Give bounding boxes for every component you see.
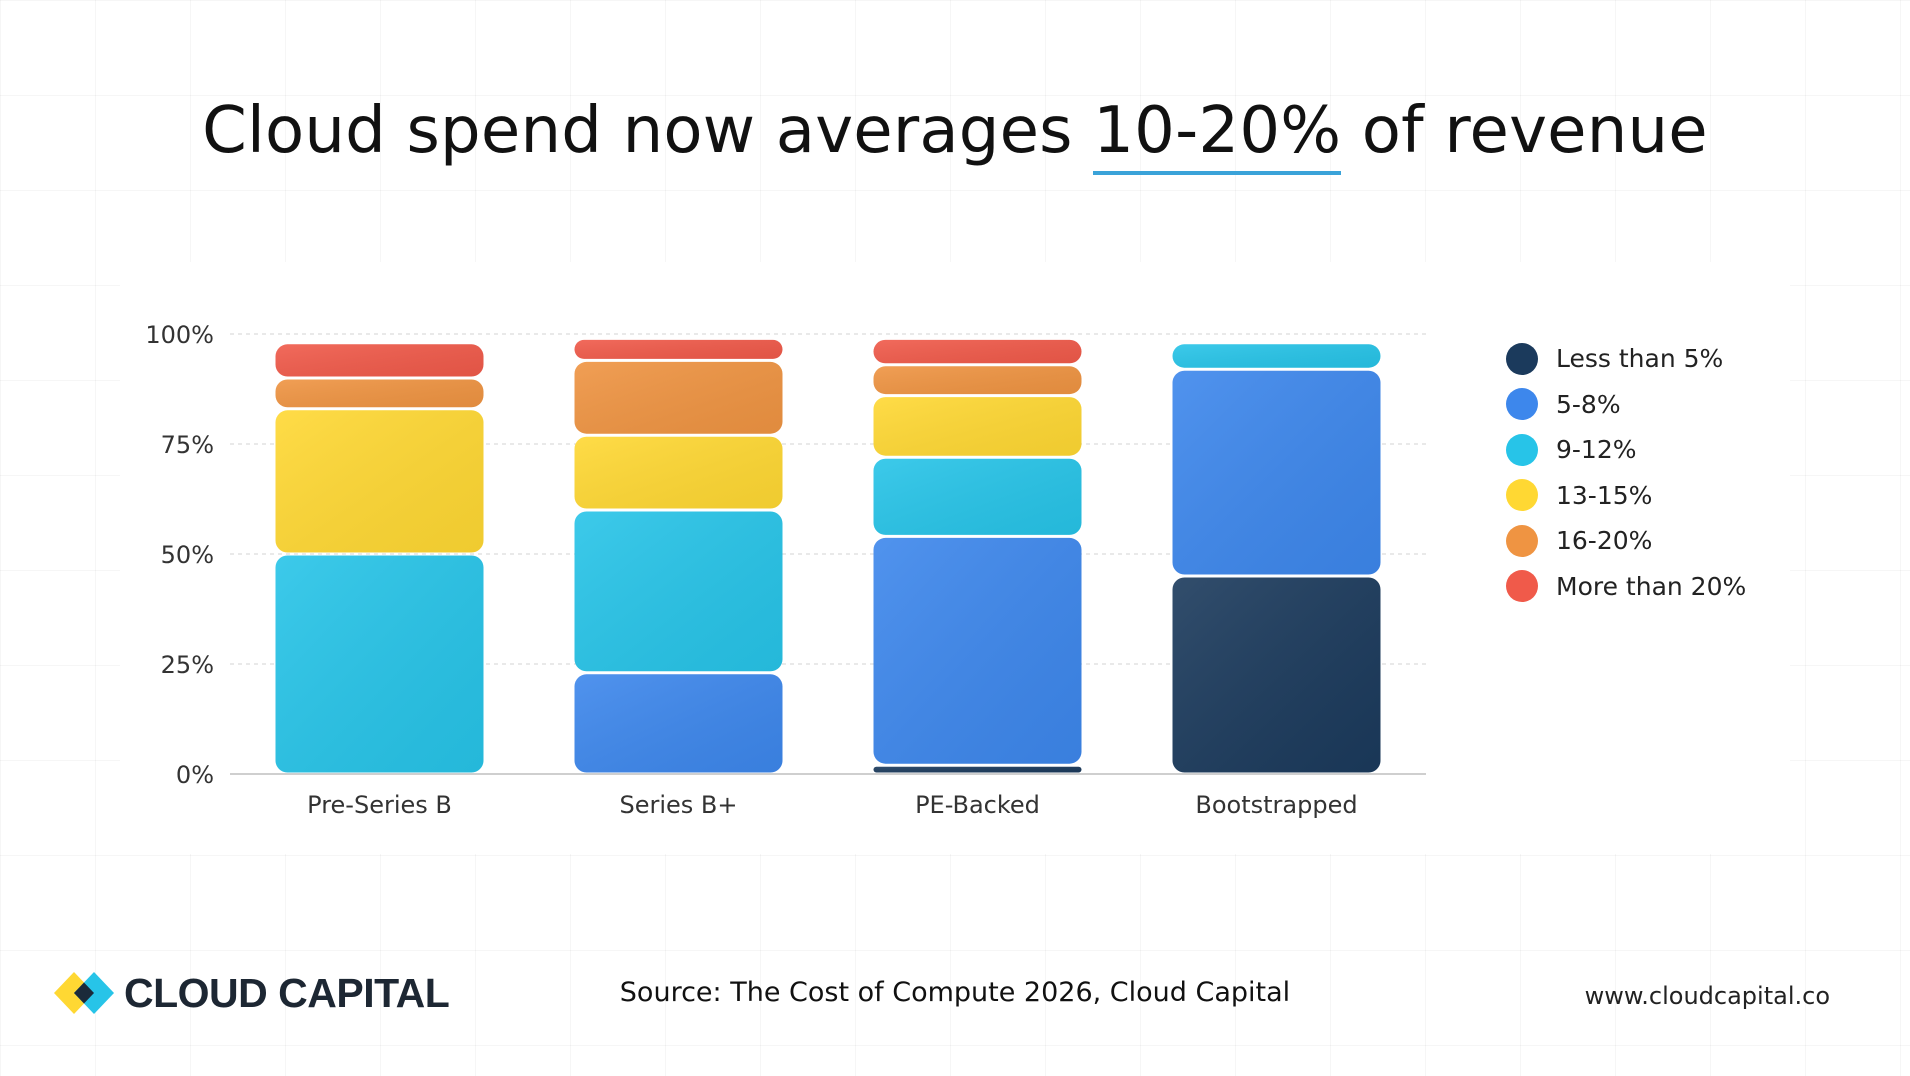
chart-legend: Less than 5% 5-8% 9-12% 13-15% 16-20% More th… <box>1506 336 1746 609</box>
stacked-bar-chart: 0% 25% 50% 75% 100% Pre-Series B Series B+ PE-B… <box>145 321 1426 819</box>
bar-segment-shading <box>275 410 484 553</box>
x-category-label: Bootstrapped <box>1195 791 1357 819</box>
axis-labels: 0% 25% 50% 75% 100% Pre-Series B Series B+ PE-B… <box>145 321 1357 819</box>
bar-segment-shading <box>574 511 783 672</box>
legend-label: 16-20% <box>1556 526 1653 556</box>
bar-segment-shading <box>574 674 783 773</box>
legend-swatch-icon <box>1506 524 1538 557</box>
x-category-label: Pre-Series B <box>307 791 452 819</box>
brand-logo: CLOUD CAPITAL <box>52 968 450 1018</box>
legend-label: 9-12% <box>1556 435 1637 465</box>
website-url: www.cloudcapital.co <box>1584 982 1830 1010</box>
bar-segment-shading <box>275 379 484 408</box>
legend-item: 5-8% <box>1506 382 1746 428</box>
legend-swatch-icon <box>1506 433 1538 466</box>
legend-item: 9-12% <box>1506 427 1746 473</box>
bar-segment-shading <box>873 458 1082 535</box>
bar-segment-shading <box>873 397 1082 456</box>
bar-segment-shading <box>873 766 1082 773</box>
y-tick-label: 50% <box>161 541 214 569</box>
bar-segment-shading <box>1172 370 1381 575</box>
legend-swatch-icon <box>1506 388 1538 421</box>
bar-segment-shading <box>574 436 783 509</box>
y-tick-label: 0% <box>176 761 214 789</box>
bar-segment-shading <box>873 537 1082 764</box>
legend-swatch-icon <box>1506 342 1538 375</box>
logo-text: CLOUD CAPITAL <box>124 969 450 1016</box>
logo-diamond-icon <box>52 968 116 1018</box>
legend-swatch-icon <box>1506 479 1538 512</box>
bar-segment-shading <box>873 366 1082 395</box>
bars <box>275 339 1381 773</box>
bar-segment-shading <box>574 339 783 359</box>
legend-item: More than 20% <box>1506 564 1746 610</box>
legend-label: 5-8% <box>1556 389 1621 419</box>
source-caption: Source: The Cost of Compute 2026, Cloud … <box>619 977 1291 1008</box>
bar-segment-shading <box>1172 577 1381 773</box>
title-highlight: 10-20% <box>1093 99 1342 175</box>
legend-item: 16-20% <box>1506 518 1746 564</box>
title-suffix: of revenue <box>1341 94 1708 168</box>
legend-item: 13-15% <box>1506 473 1746 519</box>
bar-segment-shading <box>275 344 484 377</box>
title-prefix: Cloud spend now averages <box>202 94 1094 168</box>
y-tick-label: 25% <box>161 651 214 679</box>
legend-swatch-icon <box>1506 570 1538 603</box>
y-tick-label: 100% <box>145 321 214 349</box>
legend-label: More than 20% <box>1556 571 1747 601</box>
legend-item: Less than 5% <box>1506 336 1746 382</box>
grid-lines <box>230 333 1426 775</box>
y-tick-label: 75% <box>161 431 214 459</box>
x-category-label: PE-Backed <box>915 791 1040 819</box>
bar-segment-shading <box>574 361 783 434</box>
legend-label: 13-15% <box>1556 480 1653 510</box>
bar-segment-shading <box>275 555 484 773</box>
x-category-label: Series B+ <box>619 791 737 819</box>
legend-label: Less than 5% <box>1556 344 1724 374</box>
bar-segment-shading <box>1172 344 1381 368</box>
page-title: Cloud spend now averages 10-20% of reven… <box>0 94 1910 175</box>
bar-segment-shading <box>873 339 1082 364</box>
